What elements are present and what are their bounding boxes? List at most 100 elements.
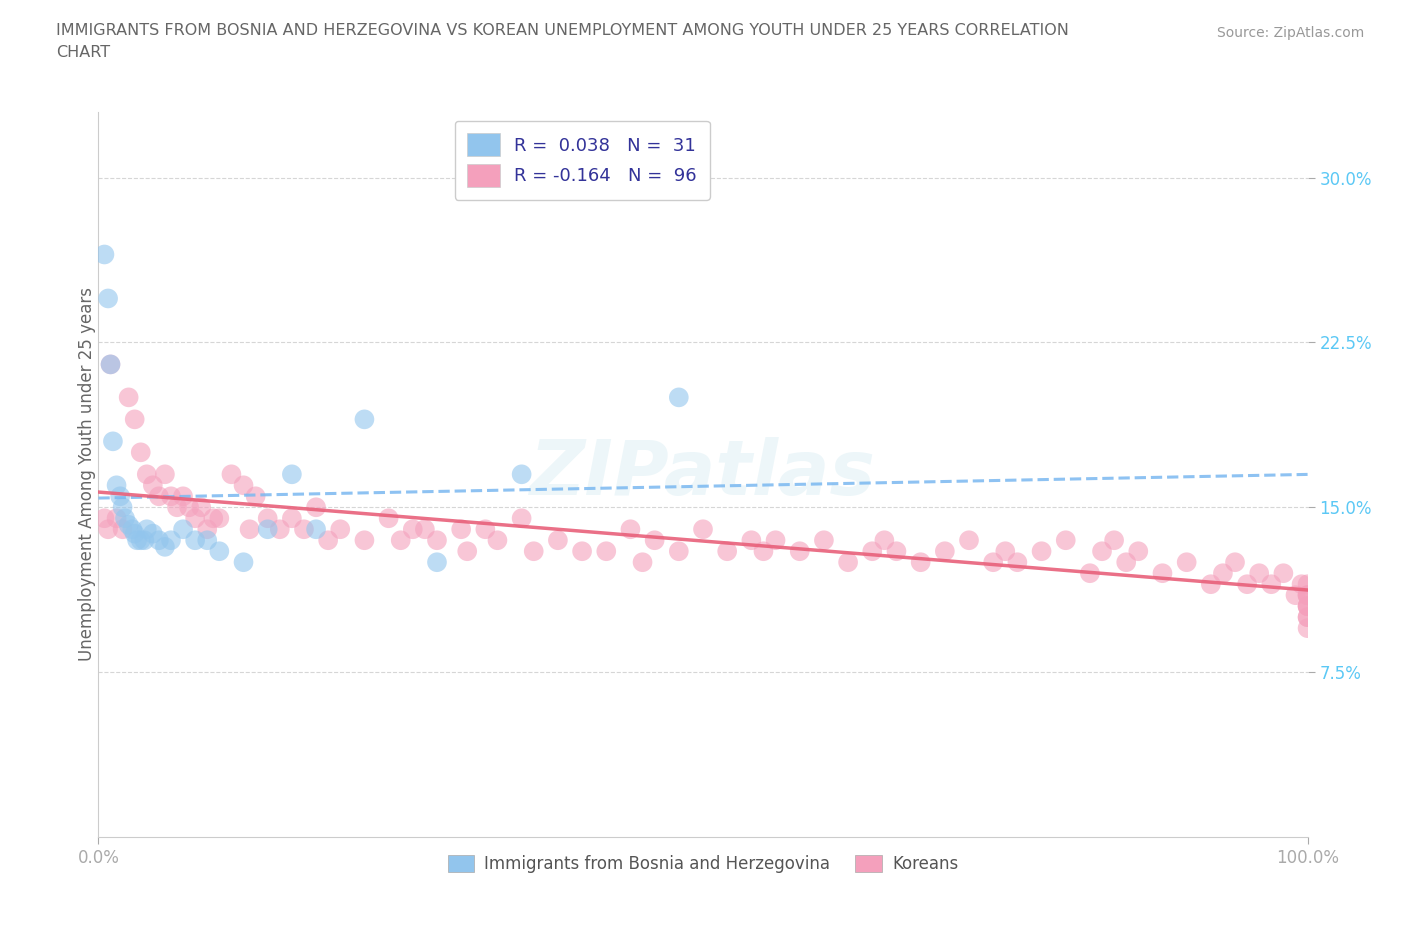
Point — [1175, 555, 1198, 570]
Y-axis label: Unemployment Among Youth under 25 years: Unemployment Among Youth under 25 years — [79, 287, 96, 661]
Point — [456, 544, 478, 559]
Point — [114, 511, 136, 525]
Point — [135, 522, 157, 537]
Point — [910, 555, 932, 570]
Point — [142, 526, 165, 541]
Point — [93, 247, 115, 262]
Point — [221, 467, 243, 482]
Point — [97, 522, 120, 537]
Point — [1007, 555, 1029, 570]
Point — [111, 499, 134, 514]
Point — [292, 522, 315, 537]
Text: Source: ZipAtlas.com: Source: ZipAtlas.com — [1216, 26, 1364, 40]
Point — [1260, 577, 1282, 591]
Point — [789, 544, 811, 559]
Point — [232, 555, 254, 570]
Point — [101, 434, 124, 449]
Point — [1296, 599, 1319, 614]
Point — [160, 533, 183, 548]
Point — [644, 533, 666, 548]
Point — [1212, 565, 1234, 580]
Point — [1102, 533, 1125, 548]
Point — [153, 539, 176, 554]
Point — [860, 544, 883, 559]
Point — [1272, 565, 1295, 580]
Point — [692, 522, 714, 537]
Point — [153, 467, 176, 482]
Point — [316, 533, 339, 548]
Point — [450, 522, 472, 537]
Point — [547, 533, 569, 548]
Point — [389, 533, 412, 548]
Point — [256, 522, 278, 537]
Point — [981, 555, 1004, 570]
Point — [595, 544, 617, 559]
Point — [1128, 544, 1150, 559]
Point — [124, 412, 146, 427]
Point — [232, 478, 254, 493]
Point — [873, 533, 896, 548]
Point — [1296, 588, 1319, 603]
Point — [1296, 588, 1319, 603]
Point — [668, 390, 690, 405]
Point — [105, 478, 128, 493]
Point — [1078, 565, 1101, 580]
Point — [1291, 577, 1313, 591]
Point — [353, 412, 375, 427]
Point — [1296, 610, 1319, 625]
Point — [510, 467, 533, 482]
Point — [305, 499, 328, 514]
Point — [934, 544, 956, 559]
Point — [957, 533, 980, 548]
Point — [134, 533, 156, 548]
Point — [1152, 565, 1174, 580]
Point — [1296, 610, 1319, 625]
Point — [100, 357, 122, 372]
Point — [1199, 577, 1222, 591]
Point — [148, 489, 170, 504]
Point — [510, 511, 533, 525]
Point — [121, 522, 143, 537]
Text: CHART: CHART — [56, 45, 110, 60]
Point — [245, 489, 267, 504]
Point — [716, 544, 738, 559]
Point — [413, 522, 436, 537]
Point — [1091, 544, 1114, 559]
Point — [329, 522, 352, 537]
Point — [108, 489, 131, 504]
Point — [195, 533, 218, 548]
Point — [994, 544, 1017, 559]
Text: IMMIGRANTS FROM BOSNIA AND HERZEGOVINA VS KOREAN UNEMPLOYMENT AMONG YOUTH UNDER : IMMIGRANTS FROM BOSNIA AND HERZEGOVINA V… — [56, 23, 1069, 38]
Point — [160, 489, 183, 504]
Point — [619, 522, 641, 537]
Point — [281, 511, 304, 525]
Point — [129, 445, 152, 459]
Point — [97, 291, 120, 306]
Point — [631, 555, 654, 570]
Point — [166, 499, 188, 514]
Point — [100, 357, 122, 372]
Point — [208, 511, 231, 525]
Point — [523, 544, 546, 559]
Point — [765, 533, 787, 548]
Point — [142, 478, 165, 493]
Point — [1296, 577, 1319, 591]
Point — [208, 544, 231, 559]
Point — [1054, 533, 1077, 548]
Point — [256, 511, 278, 525]
Point — [269, 522, 291, 537]
Point — [1223, 555, 1246, 570]
Point — [93, 511, 115, 525]
Point — [105, 511, 128, 525]
Point — [377, 511, 399, 525]
Legend: Immigrants from Bosnia and Herzegovina, Koreans: Immigrants from Bosnia and Herzegovina, … — [441, 848, 965, 880]
Point — [740, 533, 762, 548]
Point — [1031, 544, 1053, 559]
Point — [179, 499, 201, 514]
Point — [202, 511, 225, 525]
Point — [172, 522, 194, 537]
Point — [184, 533, 207, 548]
Point — [184, 511, 207, 525]
Point — [129, 533, 152, 548]
Point — [148, 533, 170, 548]
